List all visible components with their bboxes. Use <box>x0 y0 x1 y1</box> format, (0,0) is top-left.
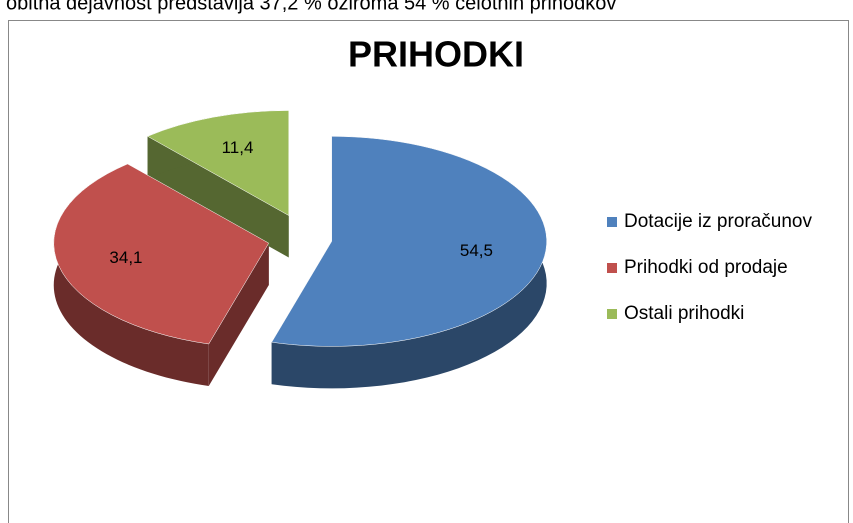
legend-swatch <box>607 217 617 227</box>
slice <box>53 163 270 345</box>
legend-label: Dotacije iz proračunov <box>624 211 812 232</box>
slice <box>271 136 547 347</box>
legend-swatch <box>607 309 617 319</box>
caption: obitna dejavnost predstavlja 37,2 % ozir… <box>6 0 616 14</box>
data-label: 34,1 <box>109 248 142 267</box>
legend-label: Ostali prihodki <box>624 303 744 324</box>
legend-label: Prihodki od prodaje <box>624 257 788 278</box>
data-label: 11,4 <box>222 138 254 157</box>
legend-swatch <box>607 263 617 273</box>
slice-side <box>147 136 289 258</box>
slice <box>147 110 290 216</box>
slice-side <box>208 243 269 386</box>
data-label: 54,5 <box>460 241 493 260</box>
chart-title: PRIHODKI <box>348 34 524 75</box>
